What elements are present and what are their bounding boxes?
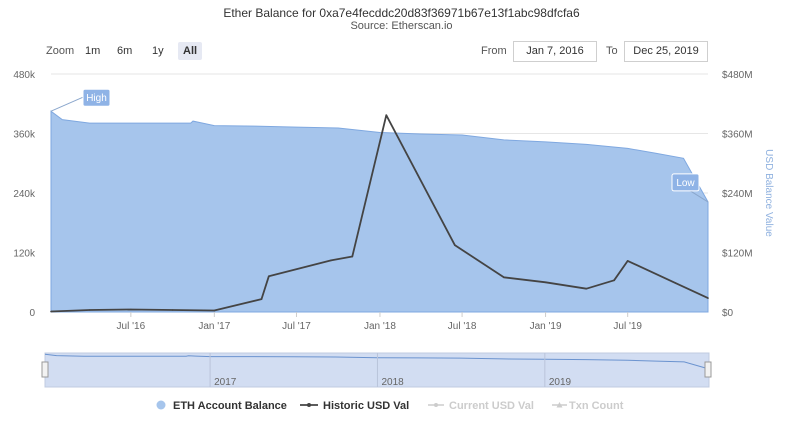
legend-marker-area <box>156 400 166 410</box>
navigator-tick-label: 2018 <box>381 377 404 388</box>
legend-label: Historic USD Val <box>323 400 409 412</box>
y-right-tick-label: $240M <box>722 189 753 200</box>
legend-item-historic-usd[interactable]: Historic USD Val <box>300 400 409 412</box>
y-right-tick-label: $0 <box>722 308 734 319</box>
x-tick-label: Jul '17 <box>282 321 311 332</box>
historic-usd-point <box>613 279 615 282</box>
zoom-6m-button[interactable]: 6m <box>117 45 133 57</box>
historic-usd-point <box>707 297 709 299</box>
legend-item-current-usd[interactable]: Current USD Val <box>428 400 534 412</box>
historic-usd-point <box>171 309 174 311</box>
legend-label: Current USD Val <box>449 400 534 412</box>
legend-marker-point <box>434 403 438 407</box>
x-tick-label: Jan '19 <box>530 321 562 332</box>
historic-usd-point <box>50 310 52 313</box>
historic-usd-point <box>544 281 547 284</box>
eth-balance-area <box>50 110 709 313</box>
legend-label: ETH Account Balance <box>173 400 287 412</box>
annotation-connector <box>50 96 84 112</box>
navigator-series-line <box>44 353 710 370</box>
legend-item-txn-count[interactable]: Txn Count <box>552 400 624 412</box>
historic-usd-point <box>88 309 91 311</box>
historic-usd-point <box>260 298 263 300</box>
legend-item-eth-balance[interactable]: ETH Account Balance <box>156 400 287 412</box>
historic-usd-point <box>503 276 505 279</box>
historic-usd-line <box>50 114 709 313</box>
y-right-tick-label: $360M <box>722 130 753 141</box>
zoom-label: Zoom <box>46 45 75 57</box>
chart-subtitle: Source: Etherscan.io <box>350 20 453 32</box>
y-left-tick-label: 120k <box>13 249 36 260</box>
x-tick-label: Jul '16 <box>117 321 146 332</box>
chart-title: Ether Balance for 0xa7e4fecddc20d83f3697… <box>223 6 580 20</box>
y-left-tick-label: 360k <box>13 130 36 141</box>
navigator-tick-label: 2019 <box>549 377 572 388</box>
annotation-label: Low <box>676 178 695 189</box>
x-tick-label: Jul '18 <box>448 321 477 332</box>
historic-usd-point <box>626 260 629 262</box>
legend-label: Txn Count <box>569 400 624 412</box>
historic-usd-point <box>351 255 354 258</box>
historic-usd-point <box>385 114 388 116</box>
legend-marker-triangle <box>556 402 563 408</box>
historic-usd-point <box>268 275 270 278</box>
historic-usd-point <box>130 308 132 311</box>
historic-usd-point <box>454 244 456 246</box>
to-date-input[interactable]: Dec 25, 2019 <box>624 41 708 62</box>
from-date-input[interactable]: Jan 7, 2016 <box>513 41 597 62</box>
navigator-left-handle[interactable] <box>41 361 49 378</box>
annotation-flag <box>82 88 111 107</box>
historic-usd-point <box>213 309 216 312</box>
legend-marker-point <box>307 403 311 407</box>
historic-usd-point <box>330 259 332 262</box>
x-tick-label: Jul '19 <box>613 321 642 332</box>
y-right-tick-label: $120M <box>722 249 753 260</box>
historic-usd-point <box>675 282 677 285</box>
navigator-right-handle[interactable] <box>704 361 712 378</box>
x-tick-label: Jan '17 <box>198 321 230 332</box>
y-left-tick-label: 240k <box>13 189 36 200</box>
from-label: From <box>481 45 507 57</box>
navigator-tick-label: 2017 <box>214 377 237 388</box>
annotation-flag <box>671 173 700 192</box>
x-tick-label: Jan '18 <box>364 321 396 332</box>
y-left-tick-label: 480k <box>13 70 36 81</box>
y-right-tick-label: $480M <box>722 70 753 81</box>
y-right-axis-title: USD Balance Value <box>763 149 774 237</box>
zoom-1m-button[interactable]: 1m <box>85 45 101 57</box>
zoom-1y-button[interactable]: 1y <box>152 45 164 57</box>
annotation-label: High <box>86 93 107 104</box>
to-label: To <box>606 45 618 57</box>
y-left-tick-label: 0 <box>29 308 35 319</box>
zoom-all-button[interactable]: All <box>178 42 203 60</box>
historic-usd-point <box>585 287 588 290</box>
